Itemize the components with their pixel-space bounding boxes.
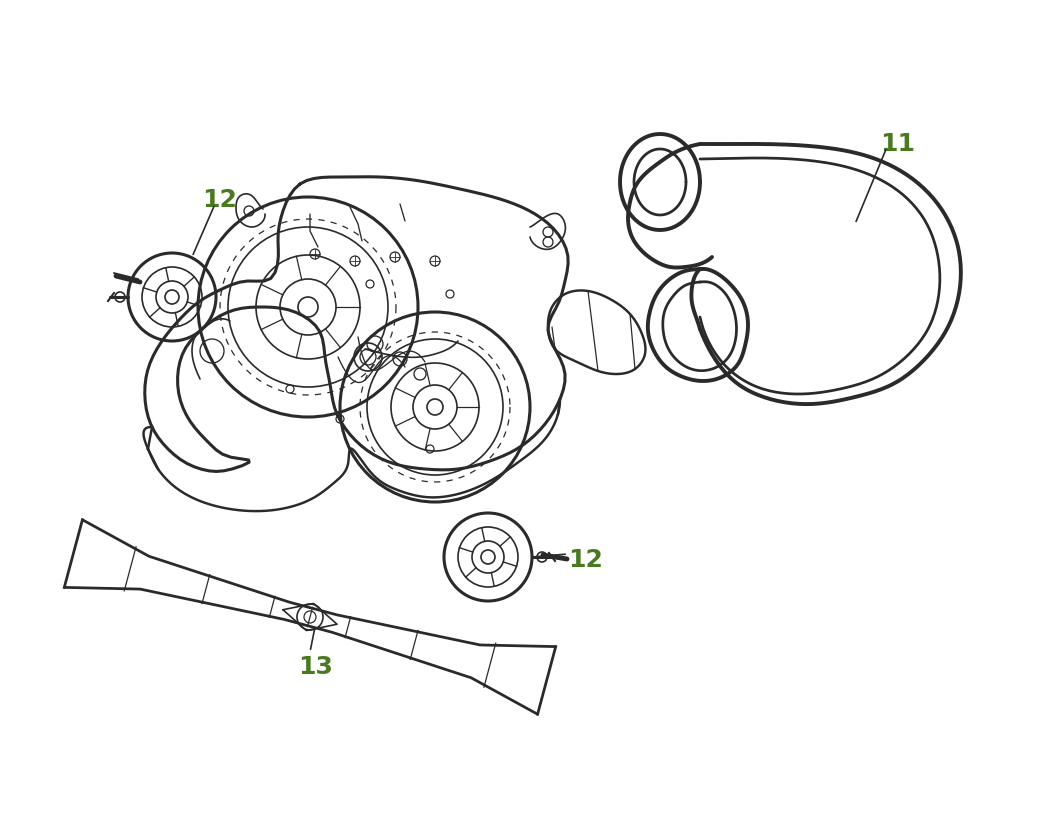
- Text: 12: 12: [202, 188, 237, 212]
- Text: 11: 11: [880, 131, 915, 155]
- Text: 13: 13: [298, 654, 333, 678]
- Text: 12: 12: [568, 547, 603, 571]
